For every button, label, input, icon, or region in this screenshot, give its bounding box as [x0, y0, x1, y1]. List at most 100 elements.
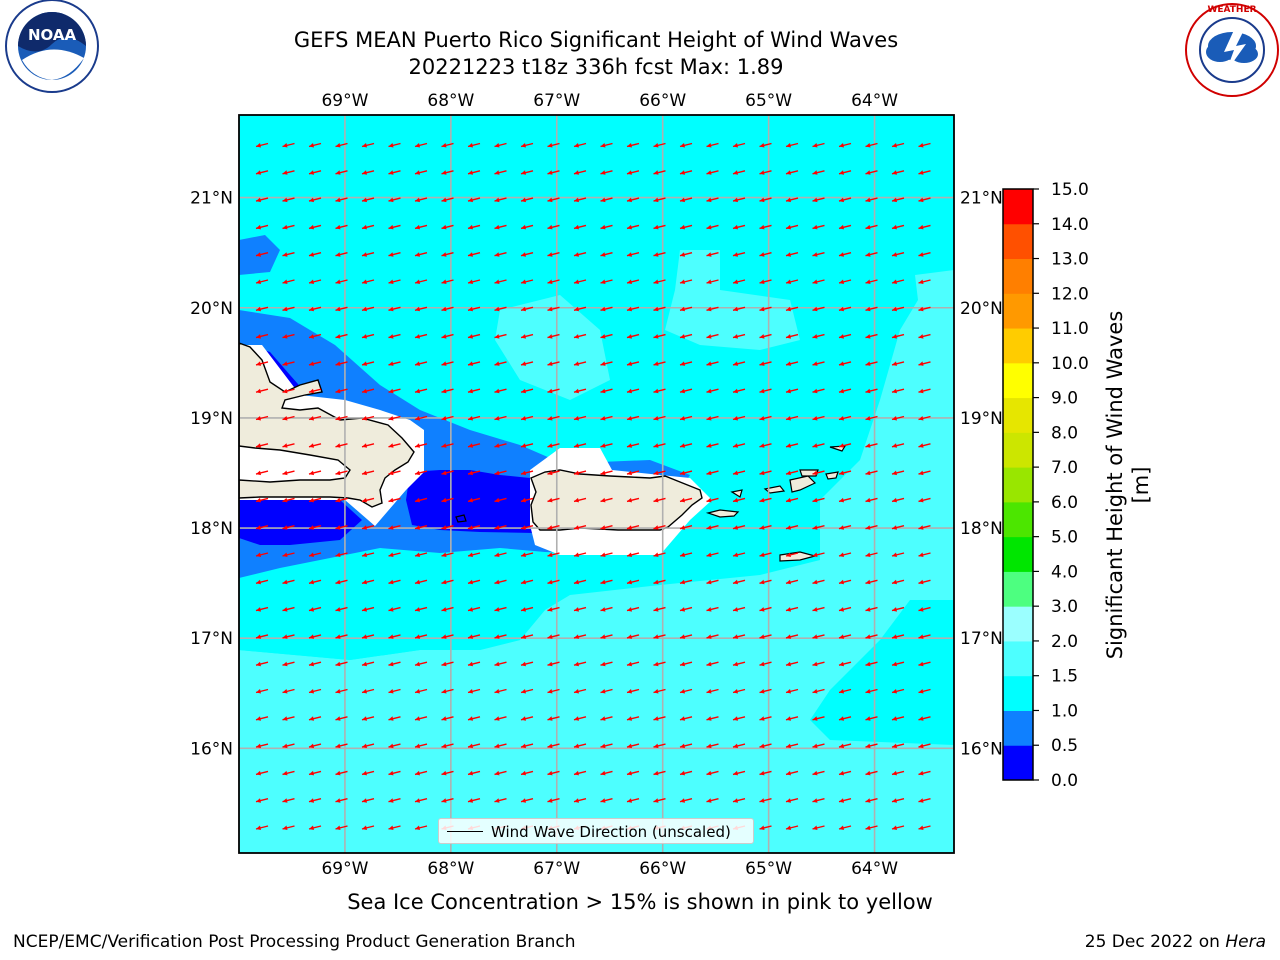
wind-wave-arrow: [388, 770, 401, 776]
colorbar-tick-label: 0.0: [1051, 771, 1078, 791]
wind-wave-arrow: [335, 579, 348, 585]
wind-wave-arrow: [308, 224, 322, 230]
wind-wave-arrow: [547, 142, 560, 148]
wind-wave-arrow: [414, 825, 428, 830]
wind-wave-arrow: [759, 661, 772, 667]
wind-wave-arrow: [282, 142, 295, 148]
wind-wave-arrow: [573, 606, 587, 612]
wind-wave-arrow: [335, 415, 348, 421]
wind-wave-arrow: [361, 825, 375, 830]
wind-wave-arrow: [573, 361, 587, 366]
wind-wave-arrow: [600, 470, 613, 476]
wind-wave-arrows: [255, 142, 931, 853]
wind-wave-arrow: [679, 361, 693, 366]
wind-wave-arrow: [361, 415, 375, 421]
wind-wave-arrow: [414, 552, 428, 557]
wind-wave-arrow: [494, 579, 507, 585]
wind-wave-arrow: [335, 470, 348, 476]
wind-wave-arrow: [679, 606, 693, 612]
colorbar-segment: [1003, 362, 1033, 399]
lon-tick-label-bottom: 69°W: [321, 859, 368, 879]
footer-date: 25 Dec 2022 on Hera: [1085, 932, 1266, 952]
wind-wave-arrow: [414, 470, 428, 476]
wind-wave-arrow: [255, 252, 269, 257]
wind-wave-arrow: [573, 224, 587, 230]
wind-wave-arrow: [282, 361, 295, 366]
wind-wave-arrow: [467, 197, 481, 203]
wind-wave-arrow: [520, 224, 534, 230]
wind-wave-arrow: [467, 170, 481, 175]
wind-wave-arrow: [838, 197, 852, 203]
wind-wave-arrow: [812, 688, 825, 694]
wind-wave-arrow: [255, 388, 269, 394]
wind-wave-arrow: [255, 415, 269, 421]
wind-wave-arrow: [679, 470, 693, 476]
colorbar-tick-label: 4.0: [1051, 562, 1078, 582]
wind-wave-arrow: [441, 361, 454, 366]
legend-label: Wind Wave Direction (unscaled): [491, 823, 731, 841]
wind-wave-arrow: [812, 525, 825, 530]
wind-wave-arrow: [679, 497, 693, 503]
wind-wave-arrow: [467, 770, 481, 776]
wind-wave-arrow: [600, 361, 613, 366]
wind-wave-arrow: [785, 743, 799, 749]
wind-wave-arrow: [785, 606, 799, 612]
wind-wave-arrow: [282, 798, 295, 803]
wind-wave-arrow: [679, 552, 693, 557]
land-st-john: [789, 475, 817, 493]
lon-tick-label-bottom: 65°W: [745, 859, 792, 879]
wind-wave-arrow: [785, 661, 799, 667]
lat-tick-label-left: 16°N: [190, 739, 233, 759]
wind-wave-arrow: [441, 415, 454, 421]
wind-wave-arrow: [282, 579, 295, 585]
wave-zone-0p0-hispaniola-south: [239, 500, 362, 545]
noaa-logo: NOAA: [5, 0, 99, 93]
wind-wave-arrow: [573, 552, 587, 557]
wind-wave-arrow: [361, 743, 375, 749]
colorbar-tick-label: 14.0: [1051, 215, 1089, 235]
wind-wave-arrow: [573, 388, 587, 394]
wind-wave-arrow: [759, 825, 772, 830]
wind-wave-arrow: [441, 579, 454, 585]
wind-wave-arrow: [891, 661, 905, 667]
wind-wave-arrow: [812, 579, 825, 585]
wind-wave-arrow: [759, 743, 772, 749]
wind-wave-arrow: [308, 361, 322, 366]
wind-wave-arrow: [785, 634, 799, 639]
wind-wave-arrow: [414, 716, 428, 721]
wind-wave-arrow: [812, 279, 825, 284]
wind-wave-arrow: [759, 279, 772, 284]
wind-wave-arrow: [308, 388, 322, 394]
wind-wave-arrow: [759, 388, 772, 394]
wind-wave-arrow: [255, 743, 269, 749]
wind-wave-arrow: [653, 470, 666, 476]
colorbar-segment: [1003, 571, 1033, 607]
colorbar-segment: [1003, 467, 1033, 503]
wind-wave-arrow: [706, 552, 719, 557]
wind-wave-arrow: [361, 361, 375, 366]
wind-wave-arrow: [308, 716, 322, 721]
wind-wave-arrow: [308, 333, 322, 339]
wind-wave-arrow: [467, 552, 481, 557]
wind-wave-arrow: [785, 361, 799, 366]
wind-wave-arrow: [494, 306, 507, 312]
wind-wave-arrow: [865, 279, 878, 284]
wind-wave-arrow: [865, 770, 878, 776]
wind-wave-arrow: [626, 798, 640, 803]
wind-wave-arrow: [706, 743, 719, 749]
wind-wave-arrow: [255, 361, 269, 366]
wind-wave-arrow: [653, 525, 666, 530]
colorbar-segment: [1003, 189, 1033, 225]
wind-wave-arrow: [388, 388, 401, 394]
lon-tick-label-top: 66°W: [639, 91, 686, 111]
wind-wave-arrow: [441, 497, 454, 503]
wind-wave-arrow: [414, 606, 428, 612]
wind-wave-arrow: [626, 224, 640, 230]
wind-wave-arrow: [520, 170, 534, 175]
wind-wave-arrow: [679, 716, 693, 721]
wind-wave-arrow: [573, 579, 587, 585]
wind-wave-arrow: [520, 306, 534, 312]
lat-tick-label-left: 17°N: [190, 629, 233, 649]
wave-zone-1p5-north: [495, 295, 610, 400]
wind-wave-arrow: [891, 606, 905, 612]
